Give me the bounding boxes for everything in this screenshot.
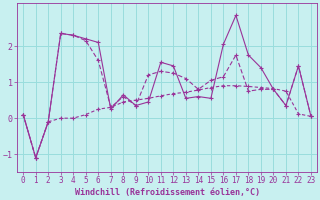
X-axis label: Windchill (Refroidissement éolien,°C): Windchill (Refroidissement éolien,°C) [75,188,260,197]
